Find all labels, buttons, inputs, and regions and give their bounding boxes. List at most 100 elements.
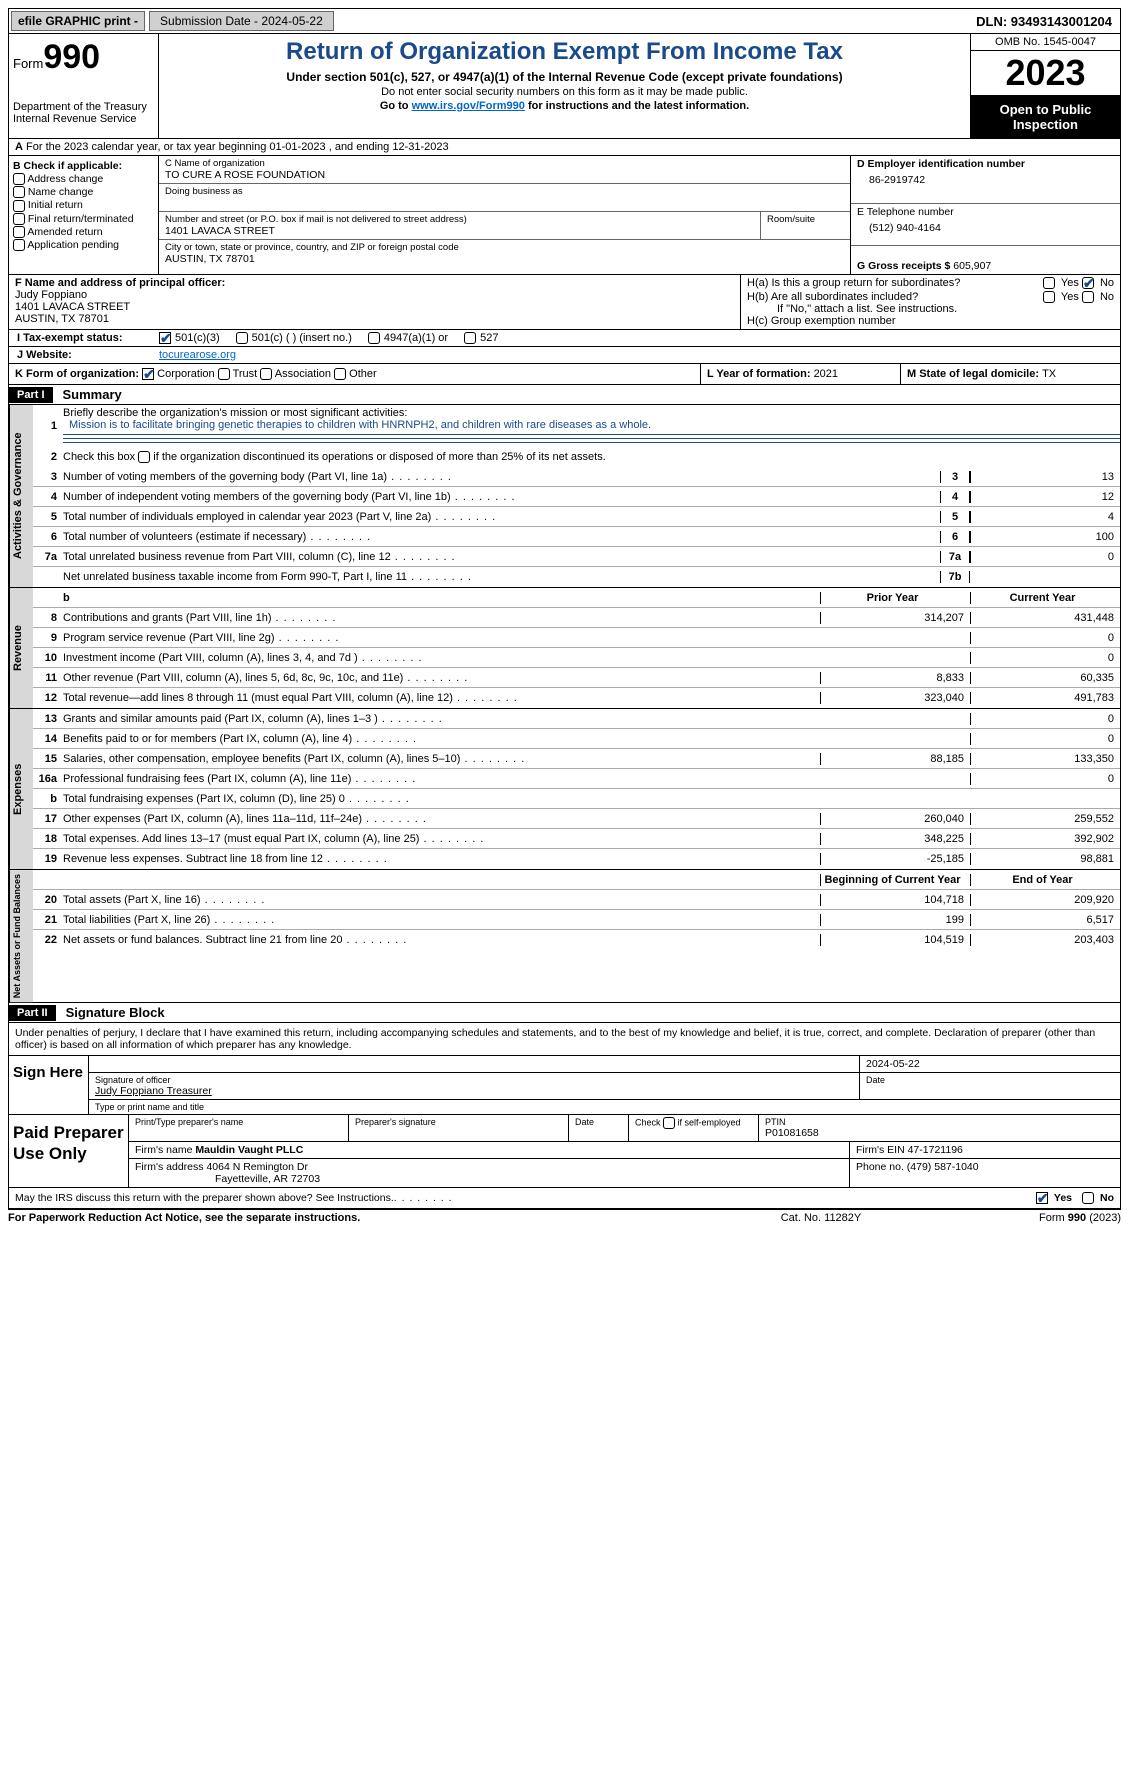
org-name-label: C Name of organization bbox=[165, 158, 844, 169]
col-end: End of Year bbox=[970, 874, 1120, 886]
table-row: 12Total revenue—add lines 8 through 11 (… bbox=[33, 688, 1120, 708]
footer-right: Form 990 (2023) bbox=[921, 1212, 1121, 1224]
row-i-tax-status: I Tax-exempt status: 501(c)(3) 501(c) ( … bbox=[8, 330, 1121, 347]
part-i-header: Part I Summary bbox=[8, 385, 1121, 405]
q1-label: Briefly describe the organization's miss… bbox=[63, 407, 407, 419]
table-row: 4Number of independent voting members of… bbox=[33, 487, 1120, 507]
cb-corporation[interactable] bbox=[142, 368, 154, 380]
room-label: Room/suite bbox=[767, 214, 844, 225]
year-formation: L Year of formation: 2021 bbox=[700, 364, 900, 384]
form-note2: Go to www.irs.gov/Form990 for instructio… bbox=[163, 100, 966, 112]
cb-address-change[interactable]: Address change bbox=[13, 173, 154, 185]
ptin-label: PTIN bbox=[765, 1117, 1114, 1127]
table-row: 9Program service revenue (Part VIII, lin… bbox=[33, 628, 1120, 648]
table-row: 22Net assets or fund balances. Subtract … bbox=[33, 930, 1120, 950]
part-i-revenue: Revenue b Prior Year Current Year 8Contr… bbox=[8, 588, 1121, 709]
table-row: 8Contributions and grants (Part VIII, li… bbox=[33, 608, 1120, 628]
ein-value: 86-2919742 bbox=[857, 174, 1114, 186]
vtab-expenses: Expenses bbox=[9, 709, 33, 869]
dln-label: DLN: 93493143001204 bbox=[976, 14, 1120, 29]
firm-ein: 47-1721196 bbox=[908, 1144, 963, 1156]
form-number: Form990 bbox=[13, 38, 154, 77]
sig-date: 2024-05-22 bbox=[860, 1056, 1120, 1072]
date-label: Date bbox=[860, 1073, 1120, 1099]
cb-discuss-no[interactable] bbox=[1082, 1192, 1094, 1204]
vtab-governance: Activities & Governance bbox=[9, 405, 33, 587]
mission-text: Mission is to facilitate bringing geneti… bbox=[63, 419, 657, 431]
cb-other[interactable] bbox=[334, 368, 346, 380]
col-b-checkboxes: B Check if applicable: Address change Na… bbox=[9, 156, 159, 274]
table-row: 11Other revenue (Part VIII, column (A), … bbox=[33, 668, 1120, 688]
officer-name: Judy Foppiano bbox=[15, 289, 87, 301]
cb-501c[interactable] bbox=[236, 332, 248, 344]
tel-value: (512) 940-4164 bbox=[857, 222, 1114, 234]
footer-left: For Paperwork Reduction Act Notice, see … bbox=[8, 1212, 721, 1224]
col-c-org-info: C Name of organization TO CURE A ROSE FO… bbox=[159, 156, 850, 274]
sign-here-label: Sign Here bbox=[9, 1056, 89, 1114]
col-prior-year: Prior Year bbox=[820, 592, 970, 604]
table-row: Net unrelated business taxable income fr… bbox=[33, 567, 1120, 587]
cb-application-pending[interactable]: Application pending bbox=[13, 239, 154, 251]
addr-label: Number and street (or P.O. box if mail i… bbox=[165, 214, 754, 225]
website-link[interactable]: tocurearose.org bbox=[159, 349, 236, 361]
table-row: 14Benefits paid to or for members (Part … bbox=[33, 729, 1120, 749]
tax-year: 2023 bbox=[971, 51, 1120, 96]
cb-4947[interactable] bbox=[368, 332, 380, 344]
cb-association[interactable] bbox=[260, 368, 272, 380]
org-name: TO CURE A ROSE FOUNDATION bbox=[165, 169, 844, 181]
row-a-tax-year: A For the 2023 calendar year, or tax yea… bbox=[8, 139, 1121, 156]
table-row: 7aTotal unrelated business revenue from … bbox=[33, 547, 1120, 567]
paid-preparer-label: Paid Preparer Use Only bbox=[9, 1115, 129, 1187]
col-current-year: Current Year bbox=[970, 592, 1120, 604]
omb-number: OMB No. 1545-0047 bbox=[971, 34, 1120, 51]
vtab-revenue: Revenue bbox=[9, 588, 33, 708]
cb-initial-return[interactable]: Initial return bbox=[13, 199, 154, 211]
hc-group-exemption: H(c) Group exemption number bbox=[747, 315, 1114, 327]
footer-mid: Cat. No. 11282Y bbox=[721, 1212, 921, 1224]
cb-501c3[interactable] bbox=[159, 332, 171, 344]
submission-date: Submission Date - 2024-05-22 bbox=[149, 11, 334, 31]
tel-label: E Telephone number bbox=[857, 206, 1114, 218]
form-title: Return of Organization Exempt From Incom… bbox=[163, 38, 966, 66]
firm-name: Mauldin Vaught PLLC bbox=[195, 1144, 303, 1156]
type-print-label: Type or print name and title bbox=[89, 1100, 1120, 1114]
cb-trust[interactable] bbox=[218, 368, 230, 380]
table-row: 17Other expenses (Part IX, column (A), l… bbox=[33, 809, 1120, 829]
firm-phone: (479) 587-1040 bbox=[907, 1161, 979, 1173]
col-beginning: Beginning of Current Year bbox=[820, 874, 970, 886]
top-bar: efile GRAPHIC print - Submission Date - … bbox=[8, 8, 1121, 34]
part-i-expenses: Expenses 13Grants and similar amounts pa… bbox=[8, 709, 1121, 870]
cb-527[interactable] bbox=[464, 332, 476, 344]
table-row: 5Total number of individuals employed in… bbox=[33, 507, 1120, 527]
ha-group-return: H(a) Is this a group return for subordin… bbox=[747, 277, 1114, 289]
firm-addr1: 4064 N Remington Dr bbox=[206, 1161, 308, 1173]
cb-discuss-yes[interactable] bbox=[1036, 1192, 1048, 1204]
form-header: Form990 Department of the Treasury Inter… bbox=[8, 34, 1121, 139]
hb-subordinates: H(b) Are all subordinates included? Yes … bbox=[747, 291, 1114, 303]
officer-addr1: 1401 LAVACA STREET bbox=[15, 301, 130, 313]
cb-amended-return[interactable]: Amended return bbox=[13, 226, 154, 238]
efile-print-button[interactable]: efile GRAPHIC print - bbox=[11, 11, 145, 31]
vtab-netassets: Net Assets or Fund Balances bbox=[9, 870, 33, 1002]
prep-name-label: Print/Type preparer's name bbox=[129, 1115, 349, 1141]
state-domicile: M State of legal domicile: TX bbox=[900, 364, 1120, 384]
table-row: 10Investment income (Part VIII, column (… bbox=[33, 648, 1120, 668]
q2-text: Check this box if the organization disco… bbox=[63, 449, 1120, 465]
prep-sig-label: Preparer's signature bbox=[349, 1115, 569, 1141]
firm-addr2: Fayetteville, AR 72703 bbox=[135, 1173, 320, 1185]
gross-value: 605,907 bbox=[953, 260, 991, 272]
prep-check-label: Check if self-employed bbox=[629, 1115, 759, 1141]
table-row: 3Number of voting members of the governi… bbox=[33, 467, 1120, 487]
dba-label: Doing business as bbox=[165, 186, 844, 197]
ptin-value: P01081658 bbox=[765, 1127, 1114, 1139]
table-row: 15Salaries, other compensation, employee… bbox=[33, 749, 1120, 769]
cb-name-change[interactable]: Name change bbox=[13, 186, 154, 198]
irs-link[interactable]: www.irs.gov/Form990 bbox=[412, 100, 525, 112]
cb-final-return[interactable]: Final return/terminated bbox=[13, 213, 154, 225]
table-row: 6Total number of volunteers (estimate if… bbox=[33, 527, 1120, 547]
sig-declaration: Under penalties of perjury, I declare th… bbox=[9, 1023, 1120, 1055]
signature-block: Under penalties of perjury, I declare th… bbox=[8, 1023, 1121, 1209]
row-j-website: J Website: tocurearose.org bbox=[8, 347, 1121, 364]
section-bcd: B Check if applicable: Address change Na… bbox=[8, 156, 1121, 275]
sig-officer-name: Judy Foppiano Treasurer bbox=[95, 1085, 853, 1097]
